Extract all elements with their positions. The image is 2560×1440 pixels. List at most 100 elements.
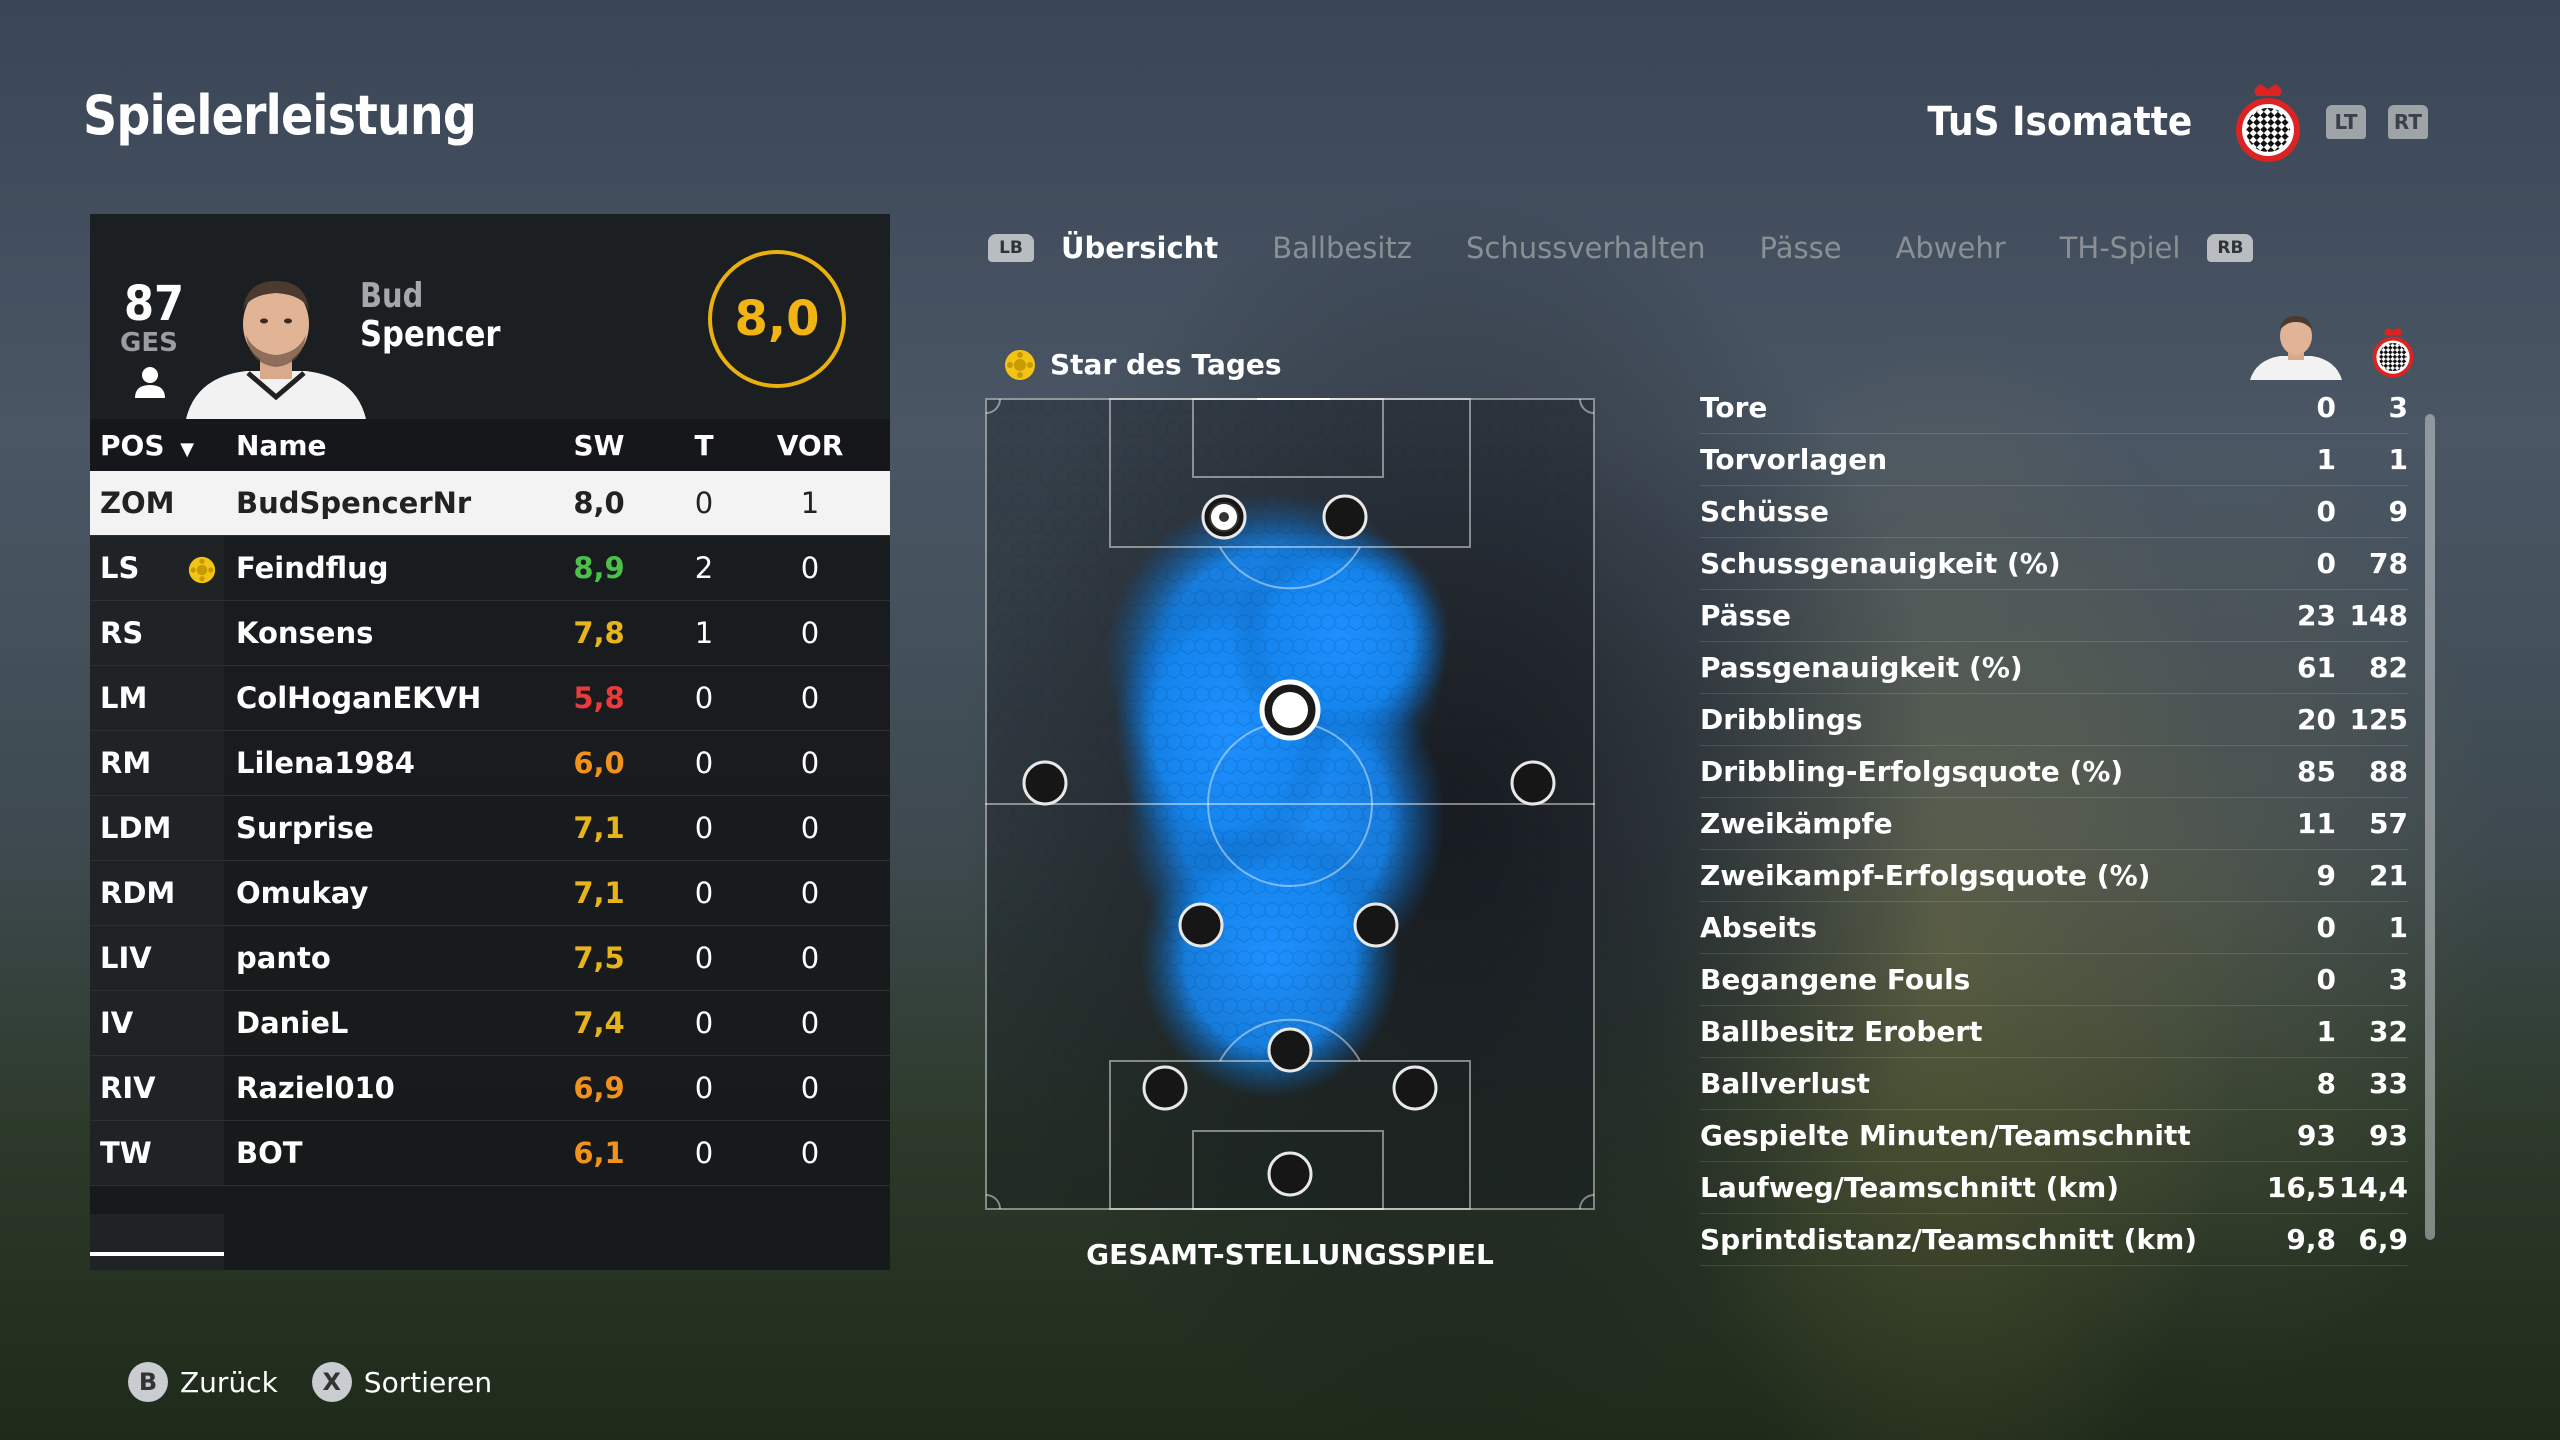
stat-row: Passgenauigkeit (%) 61 82 <box>1700 642 2408 694</box>
stat-row: Ballbesitz Erobert 1 32 <box>1700 1006 2408 1058</box>
team-crest-small-icon <box>2370 324 2416 384</box>
row-rating: 7,5 <box>573 941 625 975</box>
table-row[interactable]: RS Konsens 7,8 1 0 <box>90 601 890 666</box>
tab-abwehr[interactable]: Abwehr <box>1895 231 2006 265</box>
stat-row: Abseits 0 1 <box>1700 902 2408 954</box>
t-header: T <box>694 428 714 462</box>
stat-player-value: 9,8 <box>2286 1223 2336 1256</box>
stat-team-value: 93 <box>2369 1119 2408 1152</box>
stat-row: Dribblings 20 125 <box>1700 694 2408 746</box>
teammate-marker <box>1510 760 1556 806</box>
stat-team-value: 88 <box>2369 755 2408 788</box>
row-assists: 0 <box>800 1136 820 1170</box>
team-crest-icon <box>2232 80 2304 164</box>
stat-team-value: 148 <box>2349 599 2408 632</box>
stats-list: Tore 0 3 Torvorlagen 1 1 Schüsse 0 9 Schussgenaui… <box>1700 382 2408 1266</box>
table-row[interactable]: RM Lilena1984 6,0 0 0 <box>90 731 890 796</box>
row-player-name: Raziel010 <box>236 1071 395 1105</box>
sort-button[interactable]: X Sortieren <box>311 1362 493 1402</box>
rt-trigger-button[interactable]: RT <box>2388 105 2428 139</box>
table-row[interactable]: RIV Raziel010 6,9 0 0 <box>90 1056 890 1121</box>
sort-label: Sortieren <box>363 1365 493 1399</box>
scroll-indicator <box>90 1252 224 1256</box>
row-position: LM <box>90 666 224 730</box>
sort-desc-icon: ▼ <box>180 438 195 460</box>
team-header: TuS Isomatte LT RT <box>1898 80 2428 164</box>
stat-label: Tore <box>1700 391 1768 424</box>
tab-uebersicht[interactable]: Übersicht <box>1061 231 1219 265</box>
pos-column-fill <box>90 1214 224 1270</box>
sort-pos-header[interactable]: POS ▼ <box>90 429 224 462</box>
positioning-pitch <box>985 396 1595 1210</box>
pos-header-label: POS <box>100 428 165 462</box>
teammate-marker <box>1353 902 1399 948</box>
stat-team-value: 1 <box>2388 911 2408 944</box>
stat-label: Pässe <box>1700 599 1791 632</box>
table-row[interactable]: ZOM BudSpencerNr 8,0 0 1 <box>90 471 890 536</box>
player-last-name: Spencer <box>360 314 501 355</box>
teammate-marker <box>1267 1027 1313 1073</box>
stat-team-value: 9 <box>2388 495 2408 528</box>
stat-row: Ballverlust 8 33 <box>1700 1058 2408 1110</box>
row-player-name: BOT <box>236 1136 303 1170</box>
row-goals: 0 <box>694 876 714 910</box>
stat-label: Ballbesitz Erobert <box>1700 1015 1983 1048</box>
stat-team-value: 82 <box>2369 651 2408 684</box>
row-position: RS <box>90 601 224 665</box>
stat-label: Abseits <box>1700 911 1818 944</box>
row-player-name: Omukay <box>236 876 369 910</box>
stat-player-value: 16,5 <box>2266 1171 2336 1204</box>
table-row[interactable]: LDM Surprise 7,1 0 0 <box>90 796 890 861</box>
row-position: LS <box>90 536 224 600</box>
table-row[interactable]: LIV panto 7,5 0 0 <box>90 926 890 991</box>
player-ovr-label: GES <box>120 328 178 358</box>
row-assists: 1 <box>800 486 820 520</box>
stat-player-value: 0 <box>2316 963 2336 996</box>
table-row[interactable]: IV DanieL 7,4 0 0 <box>90 991 890 1056</box>
football-icon-patch <box>1219 512 1229 522</box>
stats-scrollbar[interactable] <box>2425 414 2435 1240</box>
teammate-marker <box>1322 494 1368 540</box>
stat-row: Sprintdistanz/Teamschnitt (km) 9,8 6,9 <box>1700 1214 2408 1266</box>
row-player-name: ColHoganEKVH <box>236 681 482 715</box>
star-of-the-day-label: Star des Tages <box>1050 348 1282 381</box>
stat-row: Schussgenauigkeit (%) 0 78 <box>1700 538 2408 590</box>
star-of-the-day: Star des Tages <box>1004 348 1282 381</box>
pitch-label: GESAMT-STELLUNGSSPIEL <box>1086 1238 1494 1271</box>
row-position: RDM <box>90 861 224 925</box>
row-assists: 0 <box>800 746 820 780</box>
back-button[interactable]: B Zurück <box>128 1362 278 1402</box>
table-row[interactable]: TW BOT 6,1 0 0 <box>90 1121 890 1186</box>
stat-row: Dribbling-Erfolgsquote (%) 85 88 <box>1700 746 2408 798</box>
row-rating: 7,1 <box>573 811 625 845</box>
stat-row: Zweikampf-Erfolgsquote (%) 9 21 <box>1700 850 2408 902</box>
row-assists: 0 <box>800 941 820 975</box>
rb-bumper-button[interactable]: RB <box>2207 234 2254 262</box>
row-player-name: Konsens <box>236 616 374 650</box>
row-assists: 0 <box>800 1006 820 1040</box>
stat-team-value: 14,4 <box>2338 1171 2408 1204</box>
lt-trigger-button[interactable]: LT <box>2326 105 2366 139</box>
x-button-icon: X <box>311 1362 352 1402</box>
row-assists: 0 <box>800 616 820 650</box>
player-avatar-icon <box>2250 314 2342 384</box>
stat-team-value: 125 <box>2349 703 2408 736</box>
row-assists: 0 <box>800 811 820 845</box>
back-label: Zurück <box>180 1365 278 1399</box>
tab-paesse[interactable]: Pässe <box>1759 231 1842 265</box>
tab-ballbesitz[interactable]: Ballbesitz <box>1272 231 1412 265</box>
row-player-name: Feindflug <box>236 551 389 585</box>
lb-bumper-button[interactable]: LB <box>988 234 1034 262</box>
row-rating: 8,0 <box>573 486 625 520</box>
row-rating: 7,8 <box>573 616 625 650</box>
stat-team-value: 57 <box>2369 807 2408 840</box>
table-row[interactable]: RDM Omukay 7,1 0 0 <box>90 861 890 926</box>
row-goals: 2 <box>694 551 714 585</box>
stat-label: Zweikampf-Erfolgsquote (%) <box>1700 859 2151 892</box>
table-row[interactable]: LM ColHoganEKVH 5,8 0 0 <box>90 666 890 731</box>
row-position: RIV <box>90 1056 224 1120</box>
table-row[interactable]: LS Feindflug 8,9 2 0 <box>90 536 890 601</box>
stat-player-value: 1 <box>2316 1015 2336 1048</box>
tab-th-spiel[interactable]: TH-Spiel <box>2059 231 2181 265</box>
tab-schussverhalten[interactable]: Schussverhalten <box>1465 231 1706 265</box>
